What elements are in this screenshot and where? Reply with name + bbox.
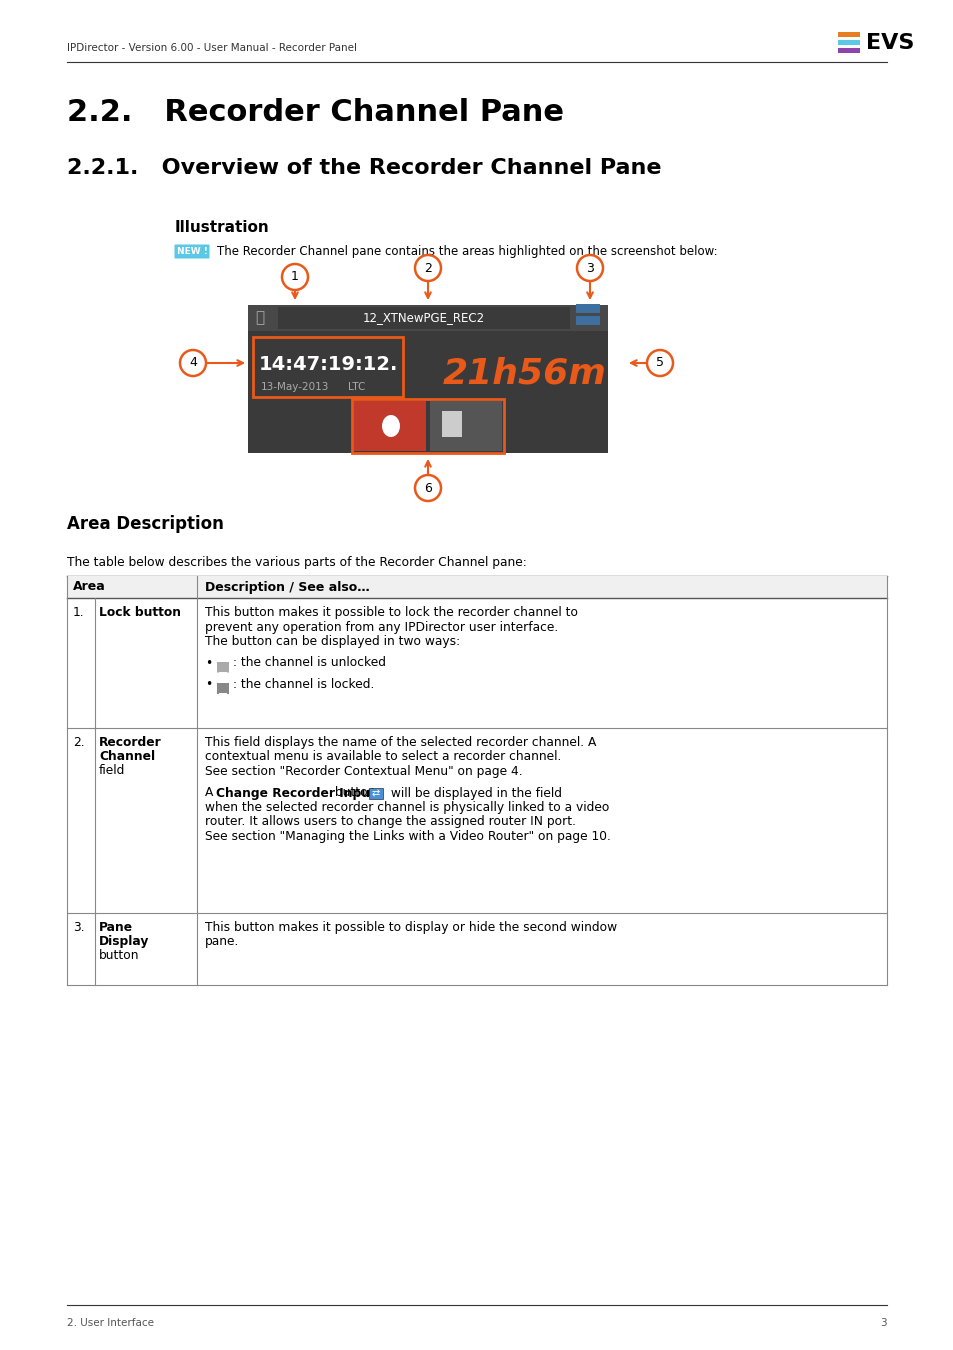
Text: The Recorder Channel pane contains the areas highlighted on the screenshot below: The Recorder Channel pane contains the a… xyxy=(216,246,717,258)
Text: Display: Display xyxy=(99,936,150,948)
Text: IPDirector - Version 6.00 - User Manual - Recorder Panel: IPDirector - Version 6.00 - User Manual … xyxy=(67,43,356,53)
Text: NEW !: NEW ! xyxy=(176,247,207,256)
Text: 21h56m: 21h56m xyxy=(442,356,606,390)
Text: Change Recorder Input: Change Recorder Input xyxy=(215,787,375,799)
Bar xyxy=(253,338,402,397)
Text: Pane: Pane xyxy=(99,921,133,934)
Text: prevent any operation from any IPDirector user interface.: prevent any operation from any IPDirecto… xyxy=(205,621,558,633)
Text: button: button xyxy=(331,787,375,799)
FancyBboxPatch shape xyxy=(174,244,210,258)
Text: Illustration: Illustration xyxy=(174,220,270,235)
Circle shape xyxy=(415,475,440,501)
Text: This field displays the name of the selected recorder channel. A: This field displays the name of the sele… xyxy=(205,736,596,749)
Text: The table below describes the various parts of the Recorder Channel pane:: The table below describes the various pa… xyxy=(67,556,526,568)
Circle shape xyxy=(180,350,206,377)
Text: EVS: EVS xyxy=(865,32,913,53)
Bar xyxy=(430,401,501,451)
Bar xyxy=(837,40,859,45)
Bar xyxy=(352,400,503,454)
Circle shape xyxy=(577,255,602,281)
Text: 13-May-2013: 13-May-2013 xyxy=(261,382,329,391)
Bar xyxy=(277,306,569,329)
Bar xyxy=(248,305,607,454)
Text: 2.2.1.   Overview of the Recorder Channel Pane: 2.2.1. Overview of the Recorder Channel … xyxy=(67,158,660,178)
Text: 3: 3 xyxy=(880,1318,886,1328)
Text: 4: 4 xyxy=(189,356,196,370)
Circle shape xyxy=(646,350,672,377)
Text: ⇄: ⇄ xyxy=(372,788,379,798)
Text: •: • xyxy=(205,656,212,670)
Text: pane.: pane. xyxy=(205,936,239,949)
Text: See section "Managing the Links with a Video Router" on page 10.: See section "Managing the Links with a V… xyxy=(205,830,610,842)
Text: contextual menu is available to select a recorder channel.: contextual menu is available to select a… xyxy=(205,751,560,764)
Bar xyxy=(576,316,599,325)
Ellipse shape xyxy=(381,414,399,437)
Text: The button can be displayed in two ways:: The button can be displayed in two ways: xyxy=(205,634,459,648)
Text: This button makes it possible to lock the recorder channel to: This button makes it possible to lock th… xyxy=(205,606,578,620)
Text: A: A xyxy=(205,787,217,799)
Bar xyxy=(216,662,229,671)
Text: •: • xyxy=(205,678,212,691)
Text: 2.: 2. xyxy=(73,736,85,749)
Text: 3.: 3. xyxy=(73,921,85,934)
Text: Description / See also…: Description / See also… xyxy=(205,580,370,594)
Bar xyxy=(837,32,859,36)
Text: 6: 6 xyxy=(424,482,432,494)
Circle shape xyxy=(415,255,440,281)
Text: when the selected recorder channel is physically linked to a video: when the selected recorder channel is ph… xyxy=(205,801,609,814)
Text: ⚿: ⚿ xyxy=(255,310,264,325)
Text: 12_XTNewPGE_REC2: 12_XTNewPGE_REC2 xyxy=(362,312,484,324)
Text: Recorder: Recorder xyxy=(99,736,162,749)
Text: 1: 1 xyxy=(291,270,298,284)
Text: See section "Recorder Contextual Menu" on page 4.: See section "Recorder Contextual Menu" o… xyxy=(205,765,522,778)
Circle shape xyxy=(282,265,308,290)
Bar xyxy=(576,304,599,313)
Text: 14:47:19:12.: 14:47:19:12. xyxy=(258,355,398,374)
Text: 3: 3 xyxy=(585,262,594,274)
Text: Area: Area xyxy=(73,580,106,594)
Bar xyxy=(216,683,229,693)
Bar xyxy=(837,49,859,53)
Bar xyxy=(441,410,461,437)
Bar xyxy=(354,401,426,451)
Bar xyxy=(369,787,382,798)
Bar xyxy=(67,576,886,598)
Text: This button makes it possible to display or hide the second window: This button makes it possible to display… xyxy=(205,921,617,934)
Text: : the channel is unlocked: : the channel is unlocked xyxy=(233,656,386,670)
Text: 2. User Interface: 2. User Interface xyxy=(67,1318,153,1328)
Text: : the channel is locked.: : the channel is locked. xyxy=(233,678,374,691)
Text: button: button xyxy=(99,949,139,963)
Text: field: field xyxy=(99,764,125,778)
Text: Area Description: Area Description xyxy=(67,514,224,533)
Bar xyxy=(248,305,607,331)
Text: 2.2.   Recorder Channel Pane: 2.2. Recorder Channel Pane xyxy=(67,99,563,127)
Text: Lock button: Lock button xyxy=(99,606,181,620)
Text: will be displayed in the field: will be displayed in the field xyxy=(387,787,561,799)
Text: router. It allows users to change the assigned router IN port.: router. It allows users to change the as… xyxy=(205,815,576,829)
Text: LTC: LTC xyxy=(348,382,365,391)
Text: 1.: 1. xyxy=(73,606,85,620)
Text: Channel: Channel xyxy=(99,751,155,763)
Text: 2: 2 xyxy=(424,262,432,274)
Text: 5: 5 xyxy=(656,356,663,370)
